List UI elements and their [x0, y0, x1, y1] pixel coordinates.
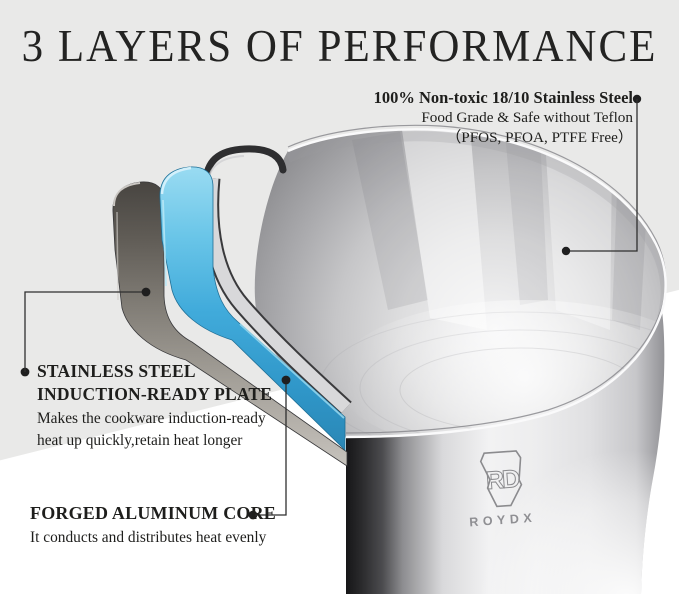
callout-interior-steel-line1: Food Grade & Safe without Teflon [421, 109, 633, 126]
callout-lines [20, 94, 642, 520]
page-title: 3 LAYERS OF PERFORMANCE [21, 21, 658, 72]
callout-interior-steel-line2: （PFOS, PFOA, PTFE Free） [446, 129, 633, 146]
callout-aluminum-core-desc: It conducts and distributes heat evenly [30, 529, 267, 546]
cutaway-layer-aluminum-core [159, 166, 346, 451]
pot-rim [287, 124, 667, 439]
cutaway-layer-outer-steel [112, 181, 348, 467]
callout-induction-plate-desc1: Makes the cookware induction-ready [37, 410, 266, 427]
callout-line-induction-plate [20, 287, 151, 377]
callout-line-aluminum-core [248, 375, 291, 520]
callout-aluminum-core: FORGED ALUMINUM CORE It conducts and dis… [30, 502, 276, 548]
callout-interior-steel-heading: 100% Non-toxic 18/10 Stainless Steel [373, 88, 633, 107]
callout-line-interior-steel [561, 94, 642, 256]
callout-induction-plate: STAINLESS STEEL INDUCTION-READY PLATE Ma… [37, 360, 272, 452]
brand-monogram: RD [485, 465, 520, 495]
callout-induction-plate-desc2: heat up quickly,retain heat longer [37, 432, 243, 449]
callout-aluminum-core-heading: FORGED ALUMINUM CORE [30, 503, 276, 523]
callout-interior-steel: 100% Non-toxic 18/10 Stainless Steel Foo… [374, 87, 633, 148]
callout-induction-plate-heading1: STAINLESS STEEL [37, 361, 196, 381]
callout-induction-plate-heading2: INDUCTION-READY PLATE [37, 384, 273, 404]
brand-wordmark: ROYDX [469, 511, 537, 530]
brand-logo: RD ROYDX [469, 450, 537, 530]
